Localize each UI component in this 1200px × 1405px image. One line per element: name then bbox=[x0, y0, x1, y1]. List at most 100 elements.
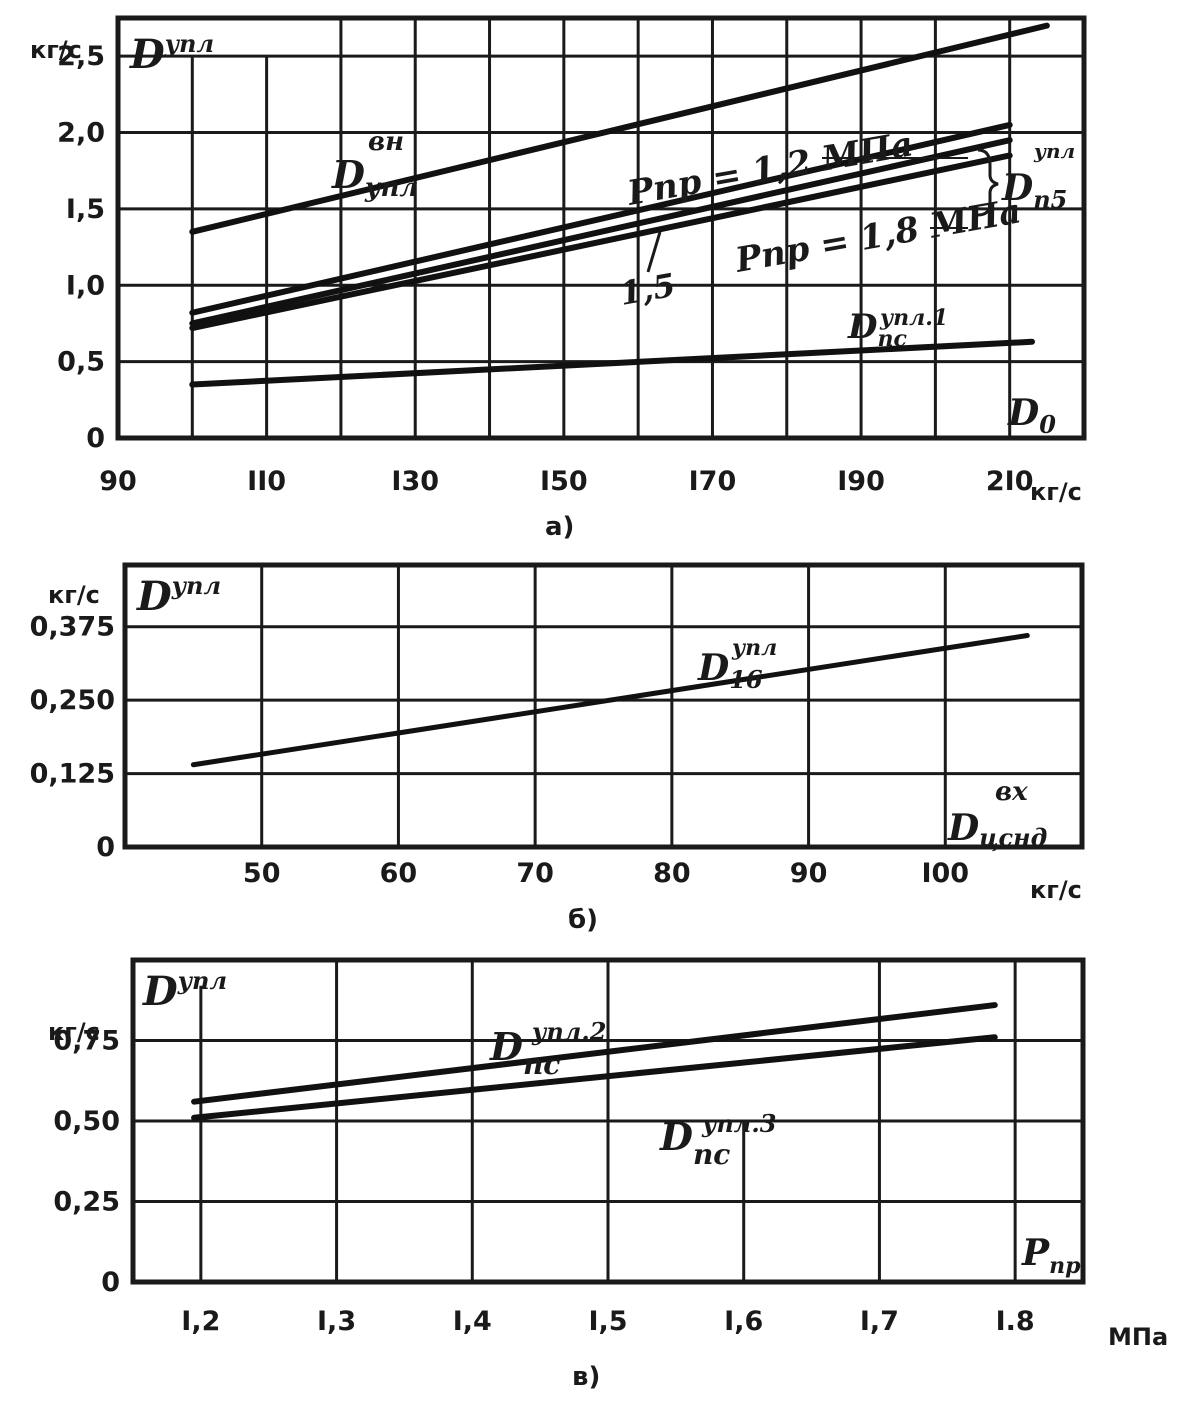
chart-a-ytick-1: 0,5 bbox=[57, 347, 105, 378]
chart-c-caption: в) bbox=[572, 1362, 600, 1392]
chart-b-caption: б) bbox=[568, 905, 598, 935]
chart-a-series-2 bbox=[189, 137, 1013, 327]
chart-a-caption: а) bbox=[545, 512, 574, 542]
chart-b-x-axis-label-sup: вх bbox=[995, 777, 1028, 807]
label-d-ps3-sup: упл.3 bbox=[701, 1109, 776, 1138]
chart-c-xtick-6: I.8 bbox=[996, 1306, 1035, 1337]
label-d-ps3: Dпс bbox=[659, 1114, 730, 1171]
chart-c-series-1 bbox=[191, 1034, 998, 1121]
chart-b-y-ticks: 0 0,125 0,250 0,375 bbox=[30, 612, 115, 863]
chart-a-xtick-6: 2I0 bbox=[986, 466, 1034, 497]
label-d-upl-vn: Dупл bbox=[331, 152, 418, 203]
chart-b-xtick-2: 70 bbox=[516, 858, 554, 889]
chart-b-x-axis-label-sub: цснд bbox=[979, 823, 1047, 852]
chart-c-x-unit: МПа bbox=[1108, 1323, 1168, 1351]
chart-c-xtick-3: I,5 bbox=[588, 1306, 627, 1337]
label-d-ps2-sub: пс bbox=[523, 1048, 560, 1081]
chart-a-series-1 bbox=[189, 121, 1013, 316]
chart-a-ytick-0: 0 bbox=[86, 423, 105, 454]
chart-a-y-symbol: Dупл bbox=[129, 29, 214, 78]
chart-a-x-axis-label-sub: 0 bbox=[1039, 410, 1056, 439]
chart-b-ytick-0: 0 bbox=[96, 832, 115, 863]
chart-c-y-unit: кг/с bbox=[48, 1018, 100, 1046]
chart-a-xtick-3: I50 bbox=[540, 466, 588, 497]
chart-a-ytick-4: 2,0 bbox=[57, 118, 105, 149]
chart-c-grid bbox=[133, 960, 1083, 1282]
chart-c-xtick-2: I,4 bbox=[453, 1306, 492, 1337]
chart-b-x-axis-label: Dцснд bbox=[947, 807, 1047, 852]
chart-c-y-ticks: 0 0,25 0,50 0,75 bbox=[53, 1026, 120, 1299]
chart-b-x-unit: кг/с bbox=[1030, 876, 1082, 904]
label-d-p5: Dп5 bbox=[1001, 167, 1067, 214]
label-d-upl-vn-main: D bbox=[331, 152, 365, 197]
chart-b-y-symbol: Dупл bbox=[136, 571, 221, 620]
chart-a-y-symbol-main: D bbox=[129, 31, 165, 78]
label-d-ps1-main: D bbox=[847, 307, 878, 347]
label-d-16-sup: упл bbox=[731, 635, 777, 661]
chart-a-frame bbox=[115, 15, 1087, 441]
chart-a-series-3 bbox=[189, 152, 1013, 332]
chart-b-xtick-1: 60 bbox=[380, 858, 418, 889]
label-d-16: D16 bbox=[697, 647, 763, 694]
chart-c-xtick-5: I,7 bbox=[860, 1306, 899, 1337]
chart-c-xtick-0: I,2 bbox=[181, 1306, 220, 1337]
chart-c-x-axis-label-main: P bbox=[1021, 1232, 1050, 1274]
chart-b-xtick-0: 50 bbox=[243, 858, 281, 889]
label-d-16-main: D bbox=[697, 647, 729, 689]
chart-a-xtick-4: I70 bbox=[689, 466, 737, 497]
chart-a-y-symbol-sup: упл bbox=[164, 29, 214, 58]
chart-a-x-axis-label: D0 bbox=[1007, 392, 1056, 439]
label-d-p5-sup: упл bbox=[1033, 139, 1075, 163]
chart-c-x-axis-label-sub: пр bbox=[1049, 1253, 1081, 1279]
chart-a-xtick-2: I30 bbox=[391, 466, 439, 497]
chart-b-y-unit: кг/с bbox=[48, 581, 100, 609]
chart-c: 0 0,25 0,50 0,75 I,2 I,3 I,4 I,5 I,6 I,7 I.8 кг/с… bbox=[48, 957, 1168, 1392]
chart-c-lines bbox=[191, 1002, 998, 1121]
chart-c-y-symbol-main: D bbox=[142, 968, 178, 1015]
brace-d-p5 bbox=[977, 148, 999, 217]
chart-c-ytick-3: 0,75 bbox=[53, 1026, 120, 1057]
chart-a-series-0 bbox=[189, 22, 1050, 235]
chart-b-x-axis-label-main: D bbox=[947, 807, 979, 849]
label-d-upl-vn-sup: вн bbox=[368, 127, 404, 157]
chart-a-y-unit: кг/с bbox=[30, 36, 82, 64]
chart-a: 0 0,5 I,0 I,5 2,0 2,5 90 II0 I30 I50 I70 I90 2I0 кг… bbox=[30, 15, 1087, 542]
chart-c-y-symbol: Dупл bbox=[142, 966, 227, 1015]
chart-c-ytick-0: 0 bbox=[101, 1267, 120, 1298]
chart-a-xtick-5: I90 bbox=[837, 466, 885, 497]
label-d-ps2: Dпс bbox=[489, 1024, 560, 1081]
label-d-ps3-sub: пс bbox=[693, 1138, 730, 1171]
chart-c-x-axis-label: Pпр bbox=[1021, 1232, 1081, 1279]
chart-a-ytick-2: I,0 bbox=[66, 270, 105, 301]
chart-a-x-ticks: 90 II0 I30 I50 I70 I90 2I0 bbox=[99, 466, 1033, 497]
chart-b-lines bbox=[190, 633, 1030, 768]
chart-a-xtick-0: 90 bbox=[99, 466, 137, 497]
label-d-16-sub: 16 bbox=[729, 665, 763, 694]
chart-c-series-0 bbox=[191, 1002, 998, 1105]
chart-b-series-0 bbox=[190, 633, 1030, 768]
chart-c-y-symbol-sup: упл bbox=[177, 966, 227, 995]
chart-a-x-axis-label-main: D bbox=[1007, 392, 1039, 434]
chart-b-xtick-3: 80 bbox=[653, 858, 691, 889]
chart-c-x-ticks: I,2 I,3 I,4 I,5 I,6 I,7 I.8 bbox=[181, 1306, 1034, 1337]
chart-c-xtick-1: I,3 bbox=[317, 1306, 356, 1337]
chart-b-ytick-3: 0,375 bbox=[30, 612, 115, 643]
chart-a-ytick-5: 2,5 bbox=[57, 41, 105, 72]
chart-b: 0 0,125 0,250 0,375 50 60 70 80 90 I00 кг/с кг/с… bbox=[30, 562, 1085, 935]
chart-a-lines bbox=[189, 22, 1050, 388]
label-d-p5-main: D bbox=[1001, 167, 1033, 209]
chart-b-xtick-4: 90 bbox=[790, 858, 828, 889]
chart-b-y-symbol-sup: упл bbox=[171, 571, 221, 600]
label-p12: Pпр = 1,2 МПа bbox=[624, 124, 917, 214]
label-d-upl-vn-sub: упл bbox=[364, 173, 419, 203]
chart-b-ytick-2: 0,250 bbox=[30, 685, 115, 716]
chart-c-xtick-4: I,6 bbox=[724, 1306, 763, 1337]
chart-a-y-ticks: 0 0,5 I,0 I,5 2,0 2,5 bbox=[57, 41, 105, 454]
chart-b-xtick-5: I00 bbox=[921, 858, 969, 889]
chart-b-frame bbox=[122, 562, 1085, 850]
label-d-ps1-sub: пс bbox=[877, 326, 907, 352]
chart-b-y-symbol-main: D bbox=[136, 573, 172, 620]
label-d-p5-sub: п5 bbox=[1033, 185, 1067, 214]
p15-pointer bbox=[646, 231, 662, 273]
